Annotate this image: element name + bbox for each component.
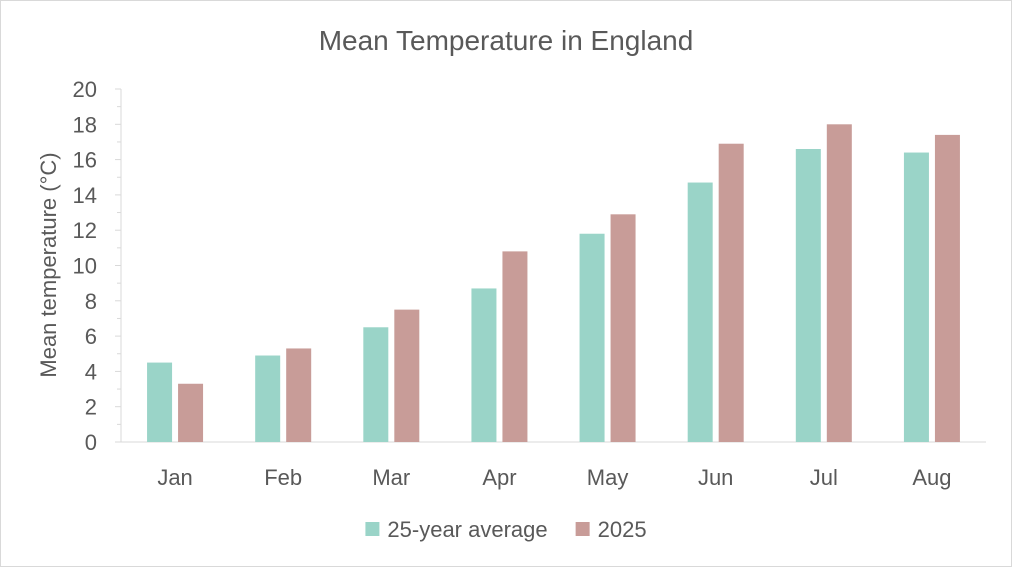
bar-average-jun (687, 182, 713, 443)
x-tick-label: Jan (157, 465, 192, 490)
bar-average-apr (471, 288, 497, 442)
bar-2025-aug (934, 134, 960, 442)
y-axis-label: Mean temperature (°C) (36, 152, 61, 377)
x-tick-label: Apr (482, 465, 516, 490)
y-tick-label: 4 (85, 359, 97, 384)
chart-title: Mean Temperature in England (319, 25, 694, 56)
x-tick-label: Feb (264, 465, 302, 490)
x-tick-label: Jun (698, 465, 733, 490)
bar-average-may (579, 233, 605, 442)
bar-average-jan (147, 362, 173, 442)
y-tick-label: 8 (85, 289, 97, 314)
legend-label: 25-year average (387, 517, 547, 542)
bar-average-feb (255, 355, 281, 442)
bar-average-mar (363, 327, 389, 442)
bar-2025-jan (178, 383, 204, 442)
y-tick-label: 20 (73, 77, 97, 102)
y-tick-label: 6 (85, 324, 97, 349)
bar-average-aug (903, 152, 929, 443)
x-axis: Jan Feb Mar Apr May Jun Jul Aug (121, 441, 986, 490)
y-tick-label: 14 (73, 183, 97, 208)
x-tick-label: Jul (810, 465, 838, 490)
bar-2025-may (610, 214, 636, 442)
bar-2025-apr (502, 251, 528, 442)
y-tick-label: 16 (73, 148, 97, 173)
legend: 25-year average 2025 (365, 517, 647, 542)
x-tick-label: May (587, 465, 629, 490)
x-tick-label: Aug (912, 465, 951, 490)
x-tick-label: Mar (372, 465, 410, 490)
bar-2025-jul (826, 124, 852, 443)
y-tick-label: 18 (73, 112, 97, 137)
legend-label: 2025 (598, 517, 647, 542)
y-tick-label: 10 (73, 254, 97, 279)
bar-2025-feb (286, 348, 312, 442)
bar-average-jul (795, 149, 821, 442)
bar-2025-jun (718, 143, 744, 442)
y-tick-label: 12 (73, 218, 97, 243)
legend-swatch-average (365, 522, 380, 536)
y-tick-label: 0 (85, 430, 97, 455)
y-axis: 0 2 4 6 8 10 12 14 16 18 20 (73, 77, 122, 455)
y-tick-label: 2 (85, 395, 97, 420)
bar-2025-mar (394, 309, 420, 442)
bars (147, 124, 960, 443)
legend-swatch-2025 (575, 522, 590, 536)
